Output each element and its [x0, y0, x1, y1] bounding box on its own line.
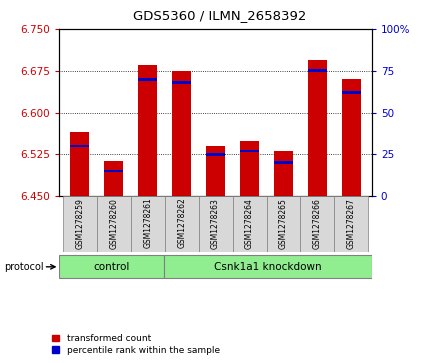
Bar [131, 196, 165, 252]
Legend: transformed count, percentile rank within the sample: transformed count, percentile rank withi… [48, 331, 224, 359]
Text: GSM1278263: GSM1278263 [211, 198, 220, 249]
Text: Csnk1a1 knockdown: Csnk1a1 knockdown [214, 262, 322, 272]
Text: GSM1278264: GSM1278264 [245, 198, 254, 249]
Text: GSM1278261: GSM1278261 [143, 198, 152, 248]
Bar [172, 71, 191, 196]
Bar [301, 196, 334, 252]
Text: protocol: protocol [4, 262, 44, 272]
Bar [308, 60, 327, 196]
Bar [70, 144, 89, 147]
Bar [172, 81, 191, 84]
Bar [138, 65, 157, 196]
Bar [165, 196, 198, 252]
Bar [342, 91, 361, 94]
Text: GSM1278260: GSM1278260 [109, 198, 118, 249]
Bar [138, 78, 157, 81]
Text: GSM1278267: GSM1278267 [347, 198, 356, 249]
Text: control: control [93, 262, 130, 272]
Bar [206, 146, 225, 196]
Bar [97, 196, 131, 252]
Bar [104, 161, 123, 196]
Bar [267, 196, 301, 252]
Bar [342, 79, 361, 196]
Bar [274, 161, 293, 164]
Bar [240, 142, 259, 196]
Text: GSM1278266: GSM1278266 [313, 198, 322, 249]
Text: GSM1278262: GSM1278262 [177, 198, 186, 248]
Bar [274, 151, 293, 196]
Bar [63, 196, 97, 252]
Bar [334, 196, 368, 252]
Bar [308, 69, 327, 72]
Bar [104, 170, 123, 172]
Bar [198, 196, 233, 252]
Bar [70, 132, 89, 196]
Text: GSM1278259: GSM1278259 [75, 198, 84, 249]
Bar [164, 256, 372, 278]
Text: GSM1278265: GSM1278265 [279, 198, 288, 249]
Bar [233, 196, 267, 252]
Bar [59, 256, 164, 278]
Text: GDS5360 / ILMN_2658392: GDS5360 / ILMN_2658392 [133, 9, 307, 22]
Bar [206, 153, 225, 156]
Bar [240, 150, 259, 152]
